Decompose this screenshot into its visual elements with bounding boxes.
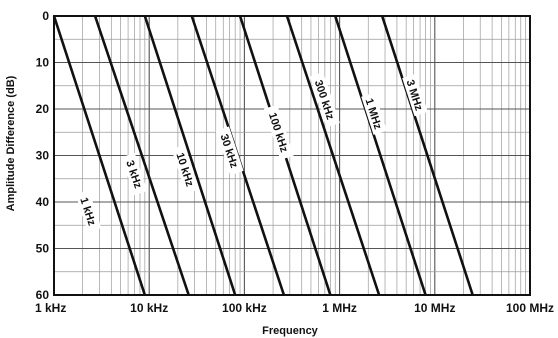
series-label-bg	[402, 73, 428, 117]
y-tick-label: 60	[36, 288, 50, 302]
plot-frame	[53, 15, 531, 296]
y-tick-label: 20	[36, 102, 50, 116]
series-label-group-3: 30 kHz	[215, 126, 244, 176]
series-line-2	[143, 15, 237, 296]
series-label: 3 kHz	[123, 159, 144, 191]
x-tick-label: 1 MHz	[322, 301, 357, 315]
y-axis-ticks: 0 10 20 30 40 50 60	[36, 9, 50, 302]
series-line-0	[52, 15, 147, 296]
y-axis-title: Amplitude Difference (dB)	[5, 75, 17, 211]
x-tick-label: 10 kHz	[130, 301, 168, 315]
series-line-6	[334, 15, 427, 296]
y-tick-label: 50	[36, 242, 50, 256]
x-tick-label: 100 kHz	[222, 301, 267, 315]
grid	[53, 15, 530, 296]
series-label: 100 kHz	[266, 111, 290, 154]
y-tick-label: 10	[36, 56, 50, 70]
series-label-bg	[215, 126, 244, 176]
series-line-1	[93, 15, 190, 296]
x-tick-label: 100 MHz	[506, 301, 554, 315]
y-tick-label: 30	[36, 149, 50, 163]
series-line-5	[285, 15, 381, 296]
x-tick-label: 10 MHz	[414, 301, 455, 315]
series-line-7	[380, 15, 474, 296]
series-label-group-0: 1 kHz	[75, 190, 102, 233]
series-label-bg	[361, 92, 387, 135]
series-label-bg	[309, 72, 340, 128]
series-label-bg	[263, 104, 294, 160]
x-axis-ticks: 1 kHz 10 kHz 100 kHz 1 MHz 10 MHz 100 MHz	[35, 301, 554, 315]
x-tick-label: 1 kHz	[35, 301, 66, 315]
series-label-bg	[75, 190, 102, 233]
y-tick-label: 40	[36, 195, 50, 209]
series-label-group-6: 1 MHz	[361, 92, 387, 135]
y-tick-label: 0	[42, 9, 49, 23]
series-label-bg	[171, 145, 200, 194]
series-label-bg	[121, 152, 148, 196]
x-axis-title: Frequency	[262, 325, 319, 337]
series-label: 1 kHz	[77, 196, 97, 228]
